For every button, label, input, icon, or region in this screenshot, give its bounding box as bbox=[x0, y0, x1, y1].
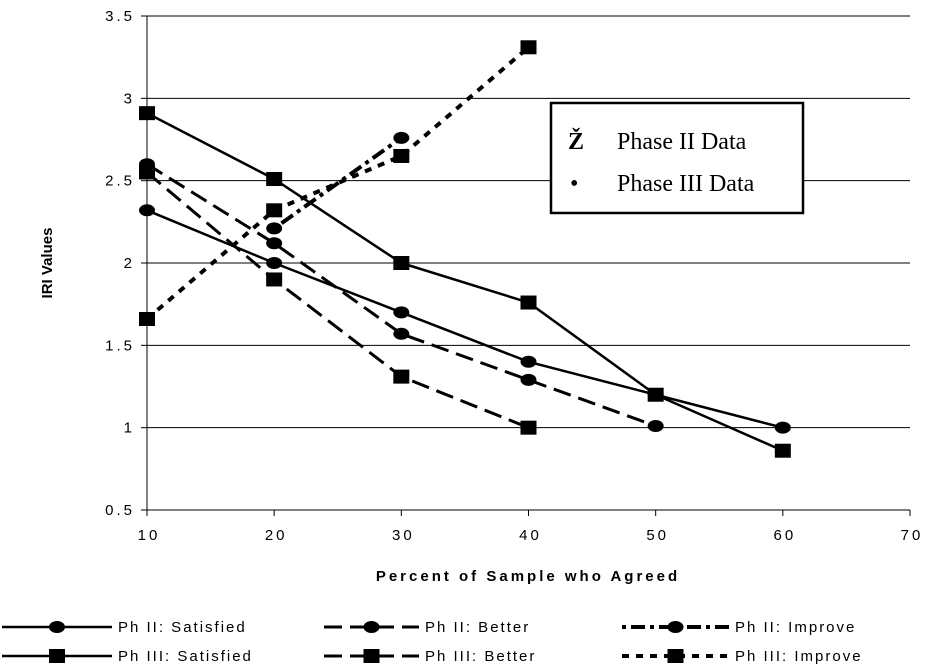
legend-marker bbox=[49, 621, 65, 633]
legend-label: Ph III: Better bbox=[425, 648, 536, 665]
x-tick-label: 20 bbox=[265, 527, 288, 544]
phase-ii-label: Phase II Data bbox=[617, 129, 747, 155]
phase-ii-symbol: Ž bbox=[568, 128, 584, 155]
x-tick-label: 50 bbox=[646, 527, 669, 544]
data-point bbox=[647, 387, 664, 402]
inset-legend-box bbox=[549, 101, 805, 215]
x-tick-label: 40 bbox=[519, 527, 542, 544]
legend-label: Ph II: Better bbox=[425, 619, 530, 636]
bottom-legend: Ph II: Satisfied Ph II: Better Ph II: Impr… bbox=[2, 619, 863, 665]
series-line bbox=[146, 171, 530, 430]
data-point bbox=[393, 131, 410, 144]
series-line bbox=[146, 112, 784, 452]
data-point bbox=[266, 257, 283, 269]
data-point bbox=[774, 421, 791, 434]
data-point bbox=[266, 237, 283, 250]
data-point bbox=[266, 203, 283, 218]
series-ph-iii-improve bbox=[139, 40, 537, 326]
y-tick-label: 0.5 bbox=[105, 502, 135, 519]
inset-legend: Ž Phase II Data • Phase III Data bbox=[549, 101, 805, 215]
data-point bbox=[520, 420, 537, 435]
data-point bbox=[393, 256, 410, 270]
data-point bbox=[139, 106, 155, 121]
data-point bbox=[520, 40, 537, 55]
y-axis-title: IRI Values bbox=[39, 228, 56, 299]
y-tick-label: 2 bbox=[124, 255, 135, 272]
series-line bbox=[273, 136, 403, 231]
legend-marker bbox=[363, 649, 380, 663]
tick-labels: 0.5 1 1.5 2 2.5 3 3.5 10 20 30 40 50 60 70 bbox=[105, 8, 924, 544]
data-point bbox=[647, 420, 664, 433]
series-ph-ii-improve bbox=[266, 131, 410, 235]
x-tick-label: 60 bbox=[773, 527, 796, 544]
legend-marker bbox=[49, 649, 65, 663]
y-tick-label: 2.5 bbox=[105, 173, 135, 190]
legend-marker bbox=[363, 621, 380, 633]
legend-label: Ph III: Improve bbox=[735, 648, 863, 665]
legend-item: Ph II: Satisfied bbox=[2, 619, 247, 636]
legend-item: Ph III: Satisfied bbox=[2, 648, 253, 665]
legend-label: Ph III: Satisfied bbox=[118, 648, 253, 665]
legend-item: Ph III: Better bbox=[324, 648, 536, 665]
x-tick-label: 70 bbox=[901, 527, 924, 544]
data-point bbox=[139, 311, 155, 326]
data-point bbox=[266, 222, 283, 235]
legend-item: Ph II: Better bbox=[324, 619, 530, 636]
series-ph-ii-better bbox=[139, 158, 664, 433]
x-tick-label: 30 bbox=[392, 527, 415, 544]
series-ph-iii-satisfied bbox=[139, 106, 791, 458]
series-ph-ii-satisfied bbox=[139, 204, 791, 434]
series-ph-iii-better bbox=[139, 165, 537, 435]
legend-item: Ph III: Improve bbox=[622, 648, 863, 665]
axes bbox=[141, 15, 911, 516]
data-point bbox=[393, 369, 410, 384]
y-tick-label: 1.5 bbox=[105, 337, 135, 354]
legend-label: Ph II: Improve bbox=[735, 619, 856, 636]
data-series bbox=[139, 40, 791, 458]
y-tick-label: 1 bbox=[124, 420, 135, 437]
legend-item: Ph II: Improve bbox=[622, 619, 856, 636]
data-point bbox=[520, 373, 537, 386]
data-point bbox=[520, 295, 537, 310]
data-point bbox=[774, 443, 791, 458]
legend-marker bbox=[667, 621, 684, 633]
data-point bbox=[139, 204, 155, 217]
x-tick-label: 10 bbox=[138, 527, 161, 544]
y-tick-label: 3 bbox=[124, 90, 135, 107]
data-point bbox=[520, 355, 537, 368]
data-point bbox=[266, 172, 283, 187]
phase-iii-symbol: • bbox=[570, 171, 578, 197]
legend-label: Ph II: Satisfied bbox=[118, 619, 247, 636]
phase-iii-label: Phase III Data bbox=[617, 171, 755, 197]
y-tick-label: 3.5 bbox=[105, 8, 135, 25]
data-point bbox=[393, 148, 410, 163]
data-point bbox=[139, 165, 155, 180]
x-axis-title: Percent of Sample who Agreed bbox=[376, 568, 680, 585]
legend-marker bbox=[667, 649, 684, 663]
data-point bbox=[393, 327, 410, 340]
series-line bbox=[146, 209, 784, 429]
data-point bbox=[393, 306, 410, 319]
data-point bbox=[266, 272, 283, 287]
